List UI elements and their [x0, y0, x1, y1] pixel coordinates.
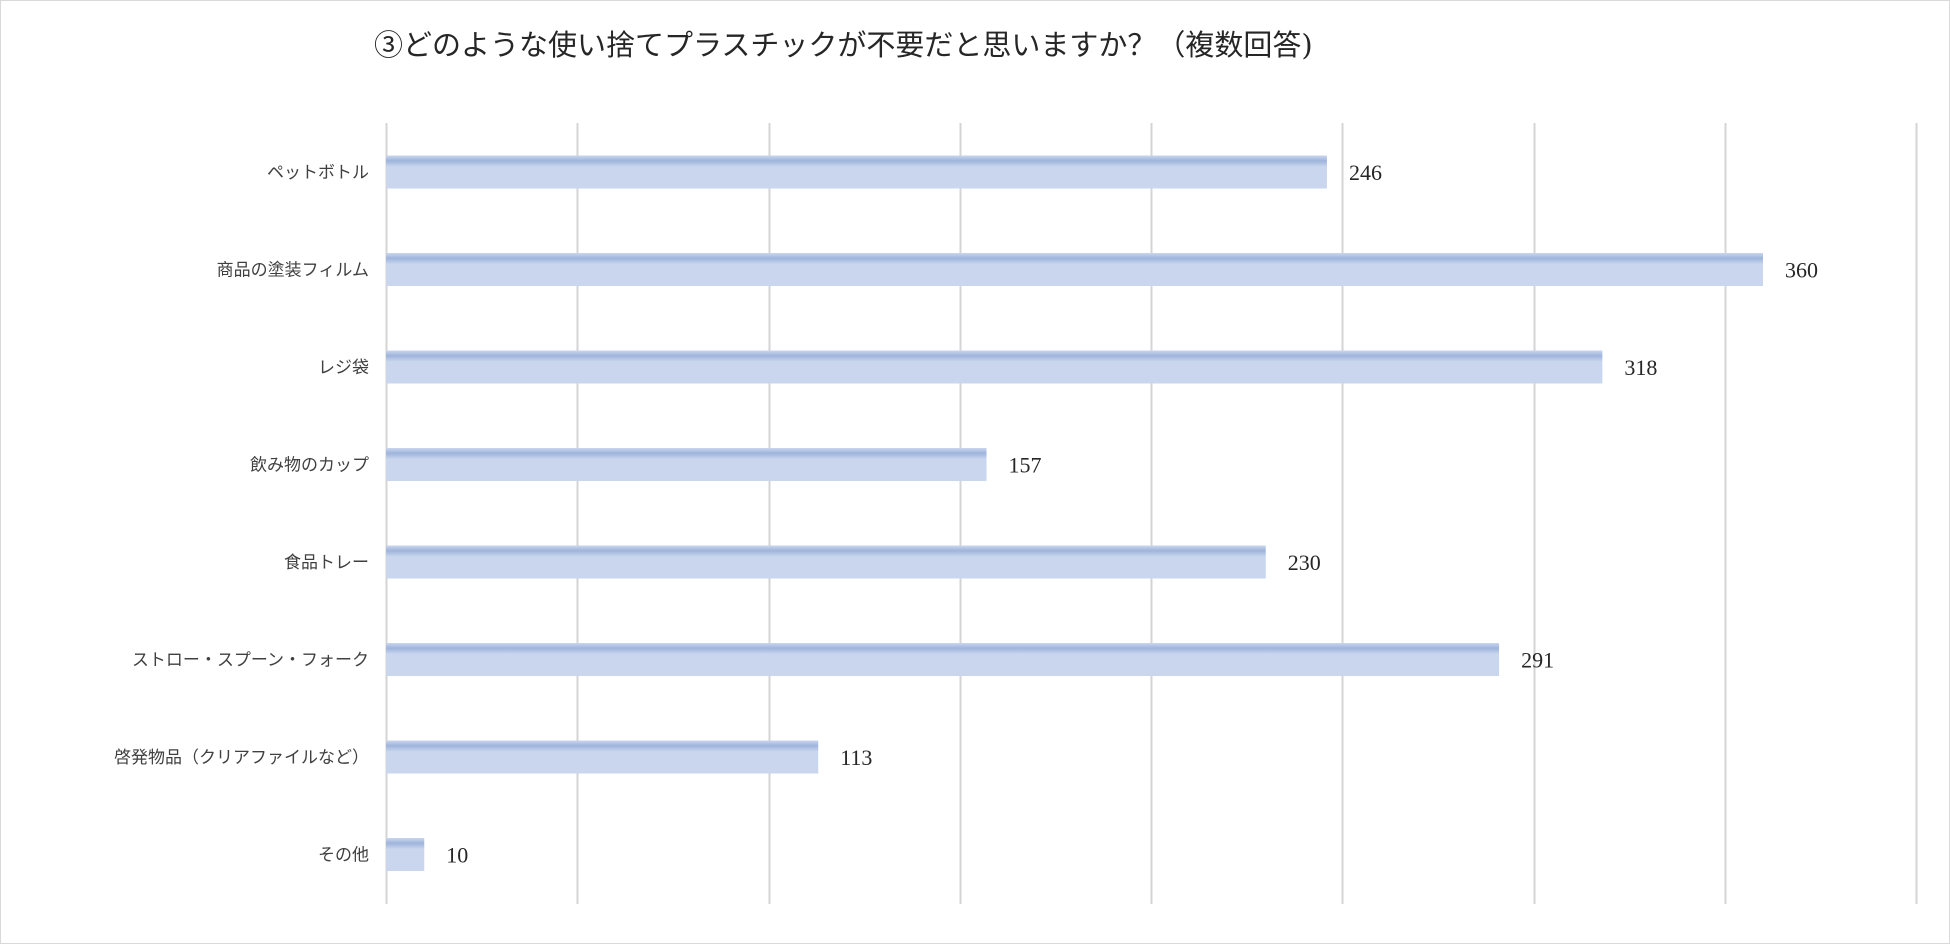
- category-label: 商品の塗装フィルム: [217, 260, 369, 281]
- chart-title: ③どのような使い捨てプラスチックが不要だと思いますか？（複数回答): [374, 28, 1313, 62]
- gridlines: [385, 123, 1918, 904]
- category-label: レジ袋: [318, 358, 369, 378]
- data-label: 10: [446, 843, 468, 868]
- bar: [386, 740, 819, 774]
- data-label: 157: [1009, 453, 1042, 478]
- category-label: その他: [318, 846, 369, 866]
- data-label: 113: [840, 745, 872, 770]
- data-label: 360: [1785, 258, 1818, 283]
- data-label: 318: [1624, 355, 1657, 380]
- bar: [386, 448, 987, 481]
- data-label: 291: [1521, 648, 1554, 673]
- bar: [386, 643, 1500, 676]
- data-label: 230: [1288, 550, 1321, 575]
- category-label: 啓発物品（クリアファイルなど）: [114, 748, 369, 768]
- category-labels: ペットボトル商品の塗装フィルムレジ袋飲み物のカップ食品トレーストロー・スプーン・…: [114, 163, 369, 866]
- category-label: ペットボトル: [267, 163, 369, 183]
- data-label: 246: [1349, 160, 1382, 185]
- category-label: ストロー・スプーン・フォーク: [132, 651, 369, 671]
- category-label: 食品トレー: [284, 553, 369, 573]
- bar: [386, 155, 1327, 189]
- bars: [386, 155, 1763, 871]
- category-label: 飲み物のカップ: [250, 456, 369, 476]
- bar: [386, 253, 1763, 286]
- bar: [386, 838, 425, 871]
- bar: [386, 545, 1266, 579]
- data-labels: 246 360 318 157 230 291 113 10: [446, 160, 1818, 868]
- bar: [386, 350, 1603, 384]
